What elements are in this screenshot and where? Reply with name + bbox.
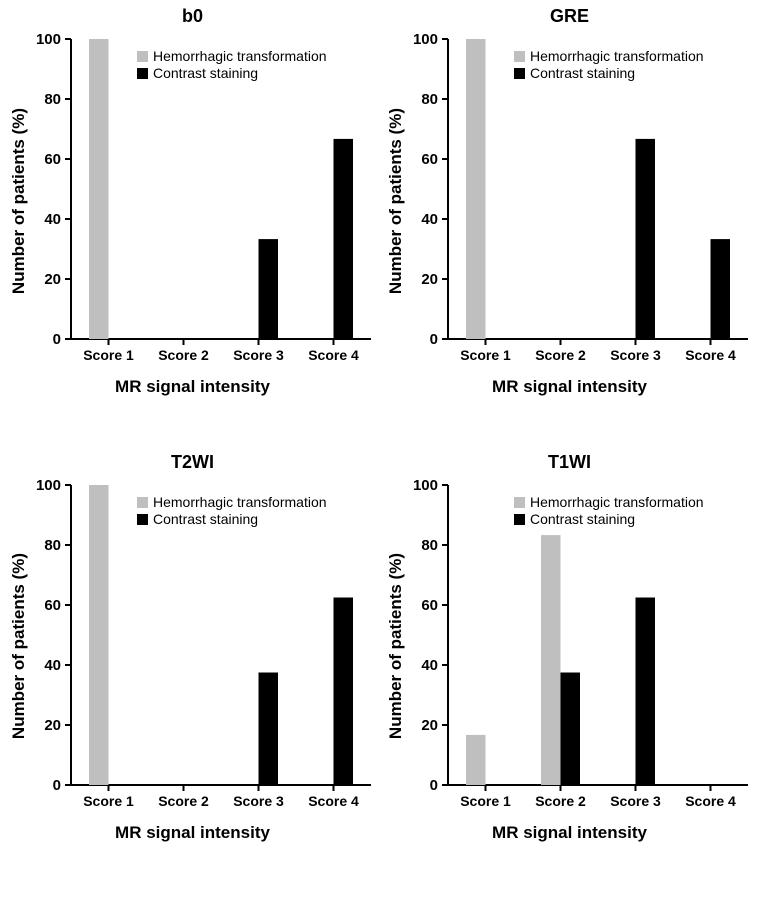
- y-axis-label: Number of patients (%): [9, 108, 29, 294]
- plot-area: 0 20 40 60 80 100 Score 1 Score 2 Score 3 Score 4…: [31, 33, 377, 369]
- chart-svg: 0 20 40 60 80 100 Score 1 Score 2 Score 3 Score 4…: [31, 33, 377, 369]
- legend-label-ht: Hemorrhagic transformation: [530, 494, 704, 510]
- svg-text:40: 40: [44, 211, 61, 228]
- svg-text:Score 2: Score 2: [535, 793, 586, 809]
- svg-text:60: 60: [421, 151, 438, 168]
- svg-text:60: 60: [44, 151, 61, 168]
- svg-text:20: 20: [44, 717, 61, 734]
- svg-text:20: 20: [44, 271, 61, 288]
- legend-swatch-cs: [514, 514, 525, 525]
- chart-svg: 0 20 40 60 80 100 Score 1 Score 2 Score 3 Score 4…: [31, 479, 377, 815]
- svg-text:20: 20: [421, 271, 438, 288]
- chart-wrap: Number of patients (%) 0 20 40 60 80 100 Score…: [9, 479, 377, 815]
- x-axis-label: MR signal intensity: [492, 377, 647, 397]
- legend-label-cs: Contrast staining: [530, 65, 635, 81]
- svg-text:Score 4: Score 4: [685, 793, 736, 809]
- svg-text:100: 100: [35, 33, 60, 48]
- svg-text:100: 100: [412, 33, 437, 48]
- y-axis-label: Number of patients (%): [386, 108, 406, 294]
- y-axis-label: Number of patients (%): [9, 553, 29, 739]
- panel-title: GRE: [550, 6, 589, 27]
- svg-text:0: 0: [429, 777, 437, 794]
- svg-text:60: 60: [44, 597, 61, 614]
- bar-ht: [466, 39, 486, 339]
- legend-label-cs: Contrast staining: [530, 511, 635, 527]
- svg-text:Score 1: Score 1: [83, 347, 134, 363]
- chart-wrap: Number of patients (%) 0 20 40 60 80 100 Score…: [386, 33, 754, 369]
- panel-title: T2WI: [171, 452, 214, 473]
- legend-swatch-ht: [137, 51, 148, 62]
- svg-text:Score 1: Score 1: [460, 347, 511, 363]
- svg-text:Score 4: Score 4: [308, 793, 359, 809]
- legend-label-cs: Contrast staining: [153, 511, 258, 527]
- svg-text:20: 20: [421, 717, 438, 734]
- legend-swatch-cs: [137, 514, 148, 525]
- svg-text:Score 3: Score 3: [610, 793, 661, 809]
- svg-text:40: 40: [421, 657, 438, 674]
- svg-text:100: 100: [35, 479, 60, 494]
- svg-text:Score 4: Score 4: [685, 347, 736, 363]
- svg-text:40: 40: [44, 657, 61, 674]
- y-axis-label: Number of patients (%): [386, 553, 406, 739]
- x-axis-label: MR signal intensity: [115, 823, 270, 843]
- bar-cs: [333, 597, 353, 785]
- bar-cs: [560, 672, 580, 785]
- bar-cs: [635, 597, 655, 785]
- chart-wrap: Number of patients (%) 0 20 40 60 80 100 Score…: [386, 479, 754, 815]
- svg-text:Score 3: Score 3: [610, 347, 661, 363]
- svg-text:Score 2: Score 2: [158, 347, 209, 363]
- legend-label-ht: Hemorrhagic transformation: [153, 48, 327, 64]
- plot-area: 0 20 40 60 80 100 Score 1 Score 2 Score 3 Score 4…: [408, 33, 754, 369]
- svg-text:Score 4: Score 4: [308, 347, 359, 363]
- svg-text:Score 2: Score 2: [158, 793, 209, 809]
- panel-2: T2WI Number of patients (%) 0 20 40 60 80 100…: [4, 450, 381, 896]
- figure-grid: b0 Number of patients (%) 0 20 40 60 80 100 Sc…: [0, 0, 762, 899]
- chart-svg: 0 20 40 60 80 100 Score 1 Score 2 Score 3 Score 4…: [408, 479, 754, 815]
- svg-text:Score 2: Score 2: [535, 347, 586, 363]
- svg-text:Score 3: Score 3: [233, 793, 284, 809]
- svg-text:Score 1: Score 1: [460, 793, 511, 809]
- svg-text:0: 0: [429, 331, 437, 348]
- panel-1: GRE Number of patients (%) 0 20 40 60 80 100 S…: [381, 4, 758, 450]
- legend-label-ht: Hemorrhagic transformation: [530, 48, 704, 64]
- legend-swatch-cs: [514, 68, 525, 79]
- legend-swatch-cs: [137, 68, 148, 79]
- svg-text:Score 1: Score 1: [83, 793, 134, 809]
- panel-0: b0 Number of patients (%) 0 20 40 60 80 100 Sc…: [4, 4, 381, 450]
- svg-text:60: 60: [421, 597, 438, 614]
- svg-text:80: 80: [44, 537, 61, 554]
- legend-swatch-ht: [137, 497, 148, 508]
- bar-ht: [89, 485, 109, 785]
- x-axis-label: MR signal intensity: [492, 823, 647, 843]
- panel-3: T1WI Number of patients (%) 0 20 40 60 80 100…: [381, 450, 758, 896]
- bar-ht: [466, 734, 486, 784]
- x-axis-label: MR signal intensity: [115, 377, 270, 397]
- bar-cs: [258, 672, 278, 785]
- svg-text:40: 40: [421, 211, 438, 228]
- legend-label-ht: Hemorrhagic transformation: [153, 494, 327, 510]
- svg-text:100: 100: [412, 479, 437, 494]
- legend-swatch-ht: [514, 497, 525, 508]
- svg-text:0: 0: [52, 777, 60, 794]
- bar-cs: [333, 139, 353, 339]
- bar-ht: [89, 39, 109, 339]
- bar-ht: [541, 535, 561, 785]
- legend-swatch-ht: [514, 51, 525, 62]
- svg-text:0: 0: [52, 331, 60, 348]
- plot-area: 0 20 40 60 80 100 Score 1 Score 2 Score 3 Score 4…: [408, 479, 754, 815]
- panel-title: T1WI: [548, 452, 591, 473]
- legend-label-cs: Contrast staining: [153, 65, 258, 81]
- bar-cs: [258, 239, 278, 339]
- svg-text:80: 80: [44, 91, 61, 108]
- svg-text:80: 80: [421, 537, 438, 554]
- bar-cs: [710, 239, 730, 339]
- svg-text:Score 3: Score 3: [233, 347, 284, 363]
- svg-text:80: 80: [421, 91, 438, 108]
- panel-title: b0: [182, 6, 203, 27]
- bar-cs: [635, 139, 655, 339]
- chart-svg: 0 20 40 60 80 100 Score 1 Score 2 Score 3 Score 4…: [408, 33, 754, 369]
- plot-area: 0 20 40 60 80 100 Score 1 Score 2 Score 3 Score 4…: [31, 479, 377, 815]
- chart-wrap: Number of patients (%) 0 20 40 60 80 100 Score…: [9, 33, 377, 369]
